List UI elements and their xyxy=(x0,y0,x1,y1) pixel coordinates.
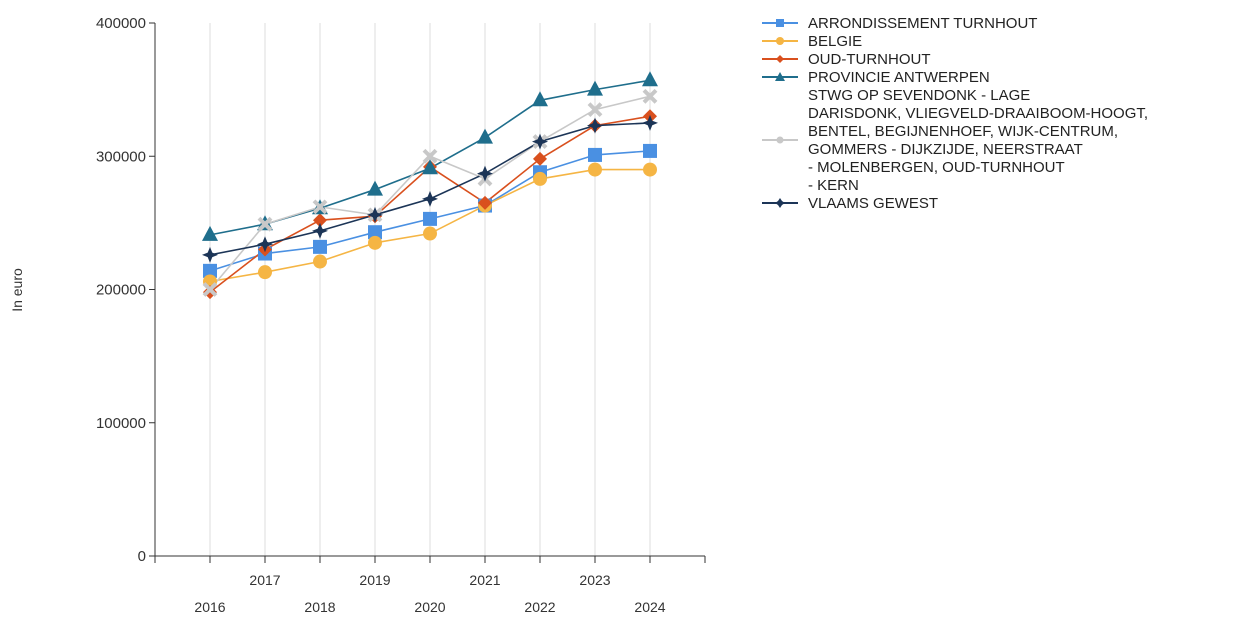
data-point xyxy=(477,165,493,182)
y-tick-label: 300000 xyxy=(96,148,146,165)
data-point xyxy=(368,235,382,250)
x-tick-label: 2024 xyxy=(634,599,665,615)
data-point xyxy=(203,263,217,278)
legend-marker xyxy=(776,19,784,27)
data-point xyxy=(202,246,218,263)
data-point xyxy=(312,199,328,215)
legend-label: GOMMERS - DIJKZIJDE, NEERSTRAAT xyxy=(808,141,1083,158)
legend-marker xyxy=(776,37,784,45)
data-point xyxy=(587,80,603,96)
y-axis-title: In euro xyxy=(9,268,25,312)
legend-label: DARISDONK, VLIEGVELD-DRAAIBOOM-HOOGT, xyxy=(808,105,1148,122)
x-tick-label: 2019 xyxy=(359,572,390,588)
data-point xyxy=(257,216,273,232)
legend-marker xyxy=(776,55,784,63)
legend-label: - KERN xyxy=(808,177,859,194)
data-point xyxy=(313,239,327,254)
y-tick-label: 100000 xyxy=(96,415,146,432)
x-tick-label: 2023 xyxy=(579,572,610,588)
legend-label: BELGIE xyxy=(808,33,862,50)
legend-label: STWG OP SEVENDONK - LAGE xyxy=(808,87,1030,104)
legend-label: - MOLENBERGEN, OUD-TURNHOUT xyxy=(808,159,1065,176)
data-point xyxy=(642,71,658,87)
data-point xyxy=(367,180,383,196)
legend-label: VLAAMS GEWEST xyxy=(808,195,938,212)
data-point xyxy=(367,206,383,223)
data-point xyxy=(368,225,382,240)
data-point xyxy=(257,236,273,253)
data-point xyxy=(423,226,437,241)
x-tick-label: 2017 xyxy=(249,572,280,588)
x-tick-label: 2016 xyxy=(194,599,225,615)
data-point xyxy=(642,114,658,131)
legend-label: BENTEL, BEGIJNENHOEF, WIJK-CENTRUM, xyxy=(808,123,1118,140)
data-point xyxy=(588,147,602,162)
data-point xyxy=(202,225,218,241)
data-point xyxy=(422,148,438,164)
data-point xyxy=(422,190,438,207)
data-point xyxy=(313,213,327,228)
legend-label: PROVINCIE ANTWERPEN xyxy=(808,69,990,86)
x-tick-label: 2018 xyxy=(304,599,335,615)
data-point xyxy=(532,133,548,150)
y-tick-label: 400000 xyxy=(96,15,146,32)
x-tick-label: 2020 xyxy=(414,599,445,615)
legend-marker xyxy=(776,136,784,144)
data-point xyxy=(643,162,657,177)
legend-label: ARRONDISSEMENT TURNHOUT xyxy=(808,15,1037,32)
legend-label: OUD-TURNHOUT xyxy=(808,51,930,68)
x-tick-label: 2021 xyxy=(469,572,500,588)
data-point xyxy=(533,171,547,186)
data-point xyxy=(587,102,603,118)
data-point xyxy=(477,128,493,144)
y-tick-label: 200000 xyxy=(96,282,146,299)
data-point xyxy=(643,143,657,158)
data-point xyxy=(588,162,602,177)
data-point xyxy=(202,282,218,297)
data-point xyxy=(312,222,328,239)
data-point xyxy=(642,88,658,104)
legend-marker xyxy=(775,72,785,81)
legend-marker xyxy=(775,198,785,208)
y-tick-label: 0 xyxy=(138,548,146,565)
data-point xyxy=(422,159,438,175)
data-point xyxy=(533,151,547,166)
data-point xyxy=(532,91,548,107)
data-point xyxy=(313,254,327,269)
data-point xyxy=(587,117,603,134)
data-point xyxy=(258,265,272,280)
x-tick-label: 2022 xyxy=(524,599,555,615)
data-point xyxy=(478,195,492,210)
data-point xyxy=(423,211,437,226)
